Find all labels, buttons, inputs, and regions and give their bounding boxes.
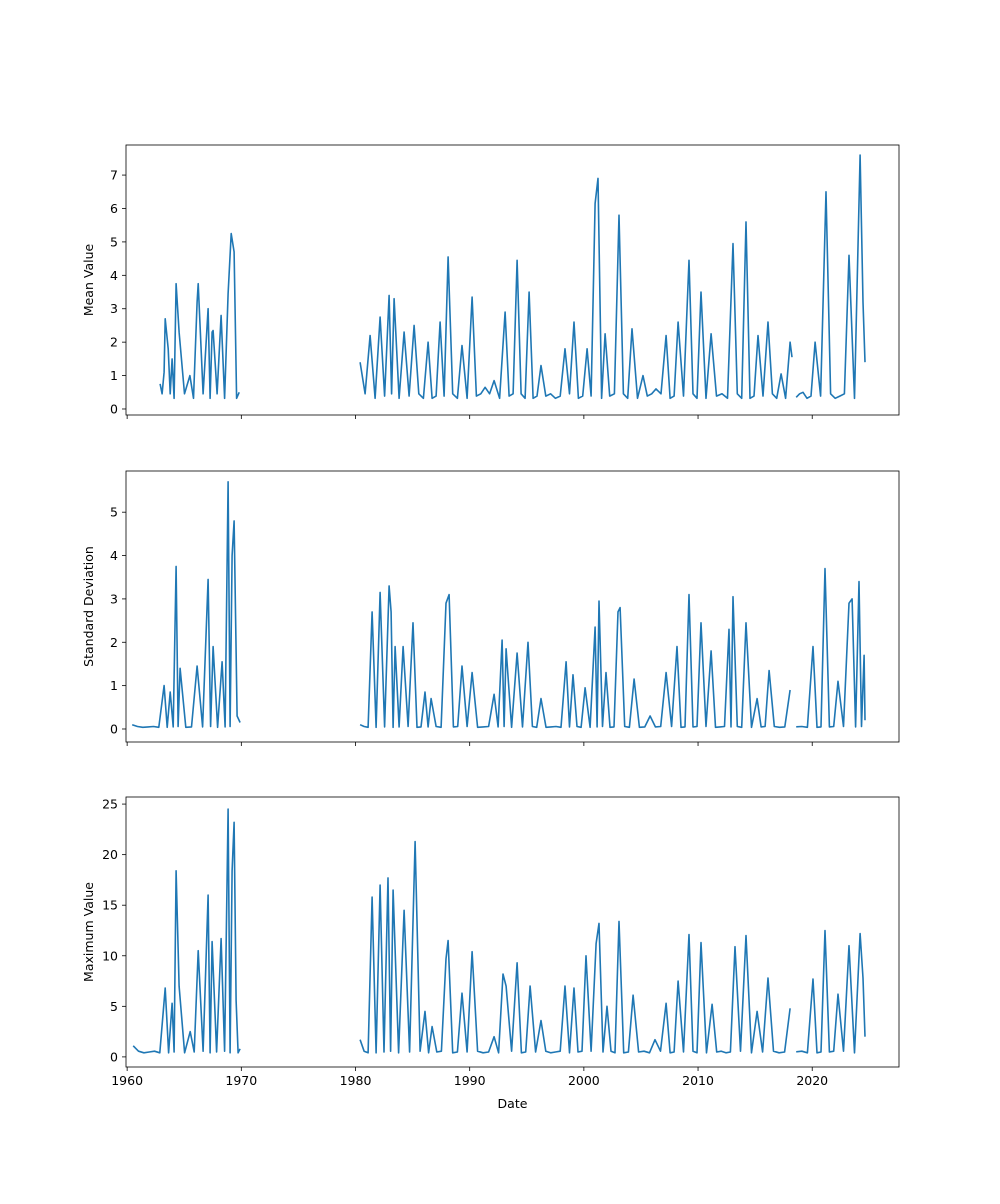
y-tick-label: 3 [110,301,118,316]
x-tick-label: 2000 [568,1073,600,1088]
x-tick-label: 1970 [225,1073,257,1088]
y-tick-label: 0 [110,721,118,736]
y-tick-label: 1 [110,368,118,383]
y-tick-label: 0 [110,1049,118,1064]
series-line [359,840,791,1054]
series-line [359,177,793,400]
y-tick-label: 1 [110,678,118,693]
y-tick-label: 3 [110,591,118,606]
y-tick-label: 0 [110,401,118,416]
y-axis-label: Mean Value [81,244,96,317]
series-line [795,154,866,400]
axes-frame [125,796,900,1068]
y-tick-label: 2 [110,635,118,650]
y-tick-label: 4 [110,268,118,283]
x-axis-label: Date [498,1096,528,1111]
x-tick-label: 2020 [796,1073,828,1088]
y-tick-label: 4 [110,548,118,563]
subplot-3: 0 5 10 15 20 25 1960 1970 1980 1990 2000 2010 2020 Ma… [81,796,900,1111]
x-tick-label: 2010 [682,1073,714,1088]
series-line [359,585,791,729]
series-line [796,567,866,729]
y-tick-label: 20 [102,847,118,862]
axes-frame [125,144,900,416]
subplot-1: 0 1 2 3 4 5 6 7 Mean Value [81,144,900,419]
x-tick-label: 1990 [454,1073,486,1088]
y-tick-label: 5 [110,234,118,249]
y-tick-label: 2 [110,335,118,350]
series-line [159,232,240,400]
y-axis-label: Standard Deviation [81,546,96,667]
y-tick-label: 5 [110,505,118,520]
x-tick-label: 1980 [340,1073,372,1088]
series-line [132,808,241,1054]
axes-frame [125,470,900,743]
series-line [131,481,241,729]
series-line [796,929,866,1054]
y-tick-label: 6 [110,201,118,216]
y-tick-label: 5 [110,999,118,1014]
y-tick-label: 25 [102,797,118,812]
y-tick-label: 15 [102,898,118,913]
y-axis-label: Maximum Value [81,882,96,982]
subplot-2: 0 1 2 3 4 5 Standard Deviation [81,470,900,746]
y-tick-label: 10 [102,948,118,963]
y-tick-label: 7 [110,168,118,183]
x-tick-label: 1960 [111,1073,143,1088]
